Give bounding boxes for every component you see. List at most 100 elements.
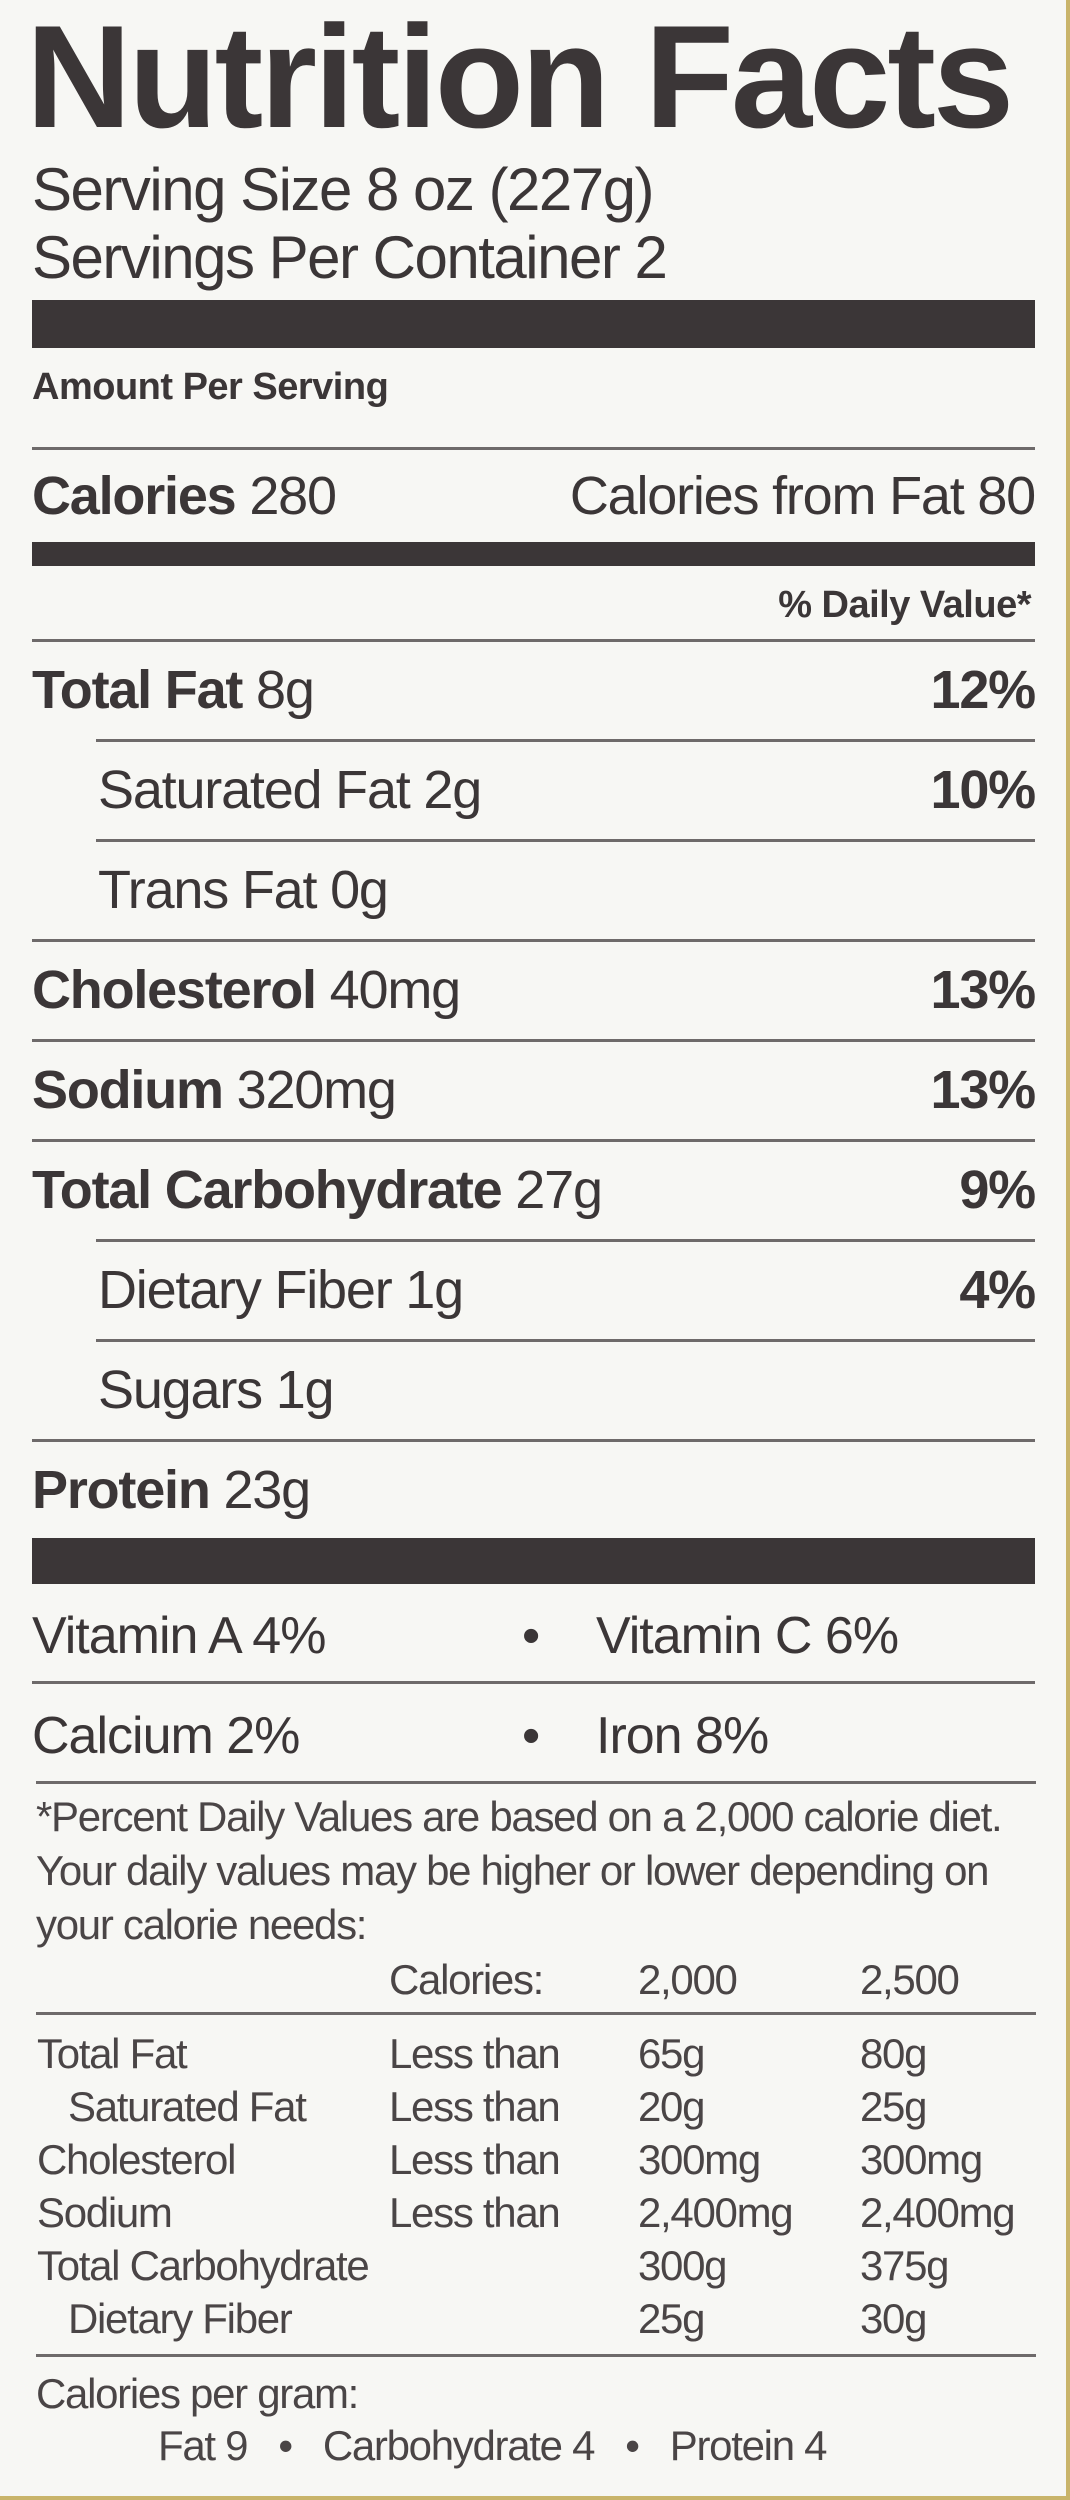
calories-from-fat: Calories from Fat 80 [569,466,1036,526]
vitamin-item: Calcium 2% [32,1707,300,1765]
reference-v2000: 300mg [638,2136,761,2183]
nutrient-row: Total Carbohydrate 27g 9% [32,1140,1036,1240]
thick-divider [32,300,1035,348]
bullet: • [522,1607,540,1665]
reference-name: Cholesterol [37,2136,236,2183]
nutrient-daily-value: 13% [930,960,1037,1020]
nutrient-row: Total Fat 8g 12% [32,640,1037,740]
reference-v2000: 25g [638,2295,705,2342]
reference-v2000: 20g [638,2083,705,2130]
nutrient-name: Sodium [32,1060,224,1120]
divider [32,447,1035,450]
medium-divider [32,542,1035,566]
divider [96,739,1035,742]
nutrient-daily-value: 13% [930,1060,1037,1120]
nutrient-amount: 27g [515,1160,603,1220]
nutrient-name: Dietary Fiber [98,1260,393,1320]
thick-divider [32,1538,1035,1584]
calories-per-gram-values: Fat 9 • Carbohydrate 4 • Protein 4 [158,2422,827,2469]
divider [96,1239,1035,1242]
nutrient-amount: 0g [330,860,389,920]
nutrient-name-amount: Total Fat 8g [32,659,315,721]
daily-value-header: % Daily Value* [778,584,1031,626]
nutrient-name-amount: Sugars 1g [98,1359,335,1421]
calories: Calories 280 [32,466,337,526]
reference-qualifier: Less than [389,2189,561,2236]
divider [96,1339,1035,1342]
reference-name: Total Carbohydrate [37,2242,370,2289]
servings-per-container: Servings Per Container 2 [32,224,668,291]
divider [32,1139,1035,1142]
nutrient-name: Total Carbohydrate [32,1160,503,1220]
nutrient-row: Saturated Fat 2g 10% [32,740,1037,840]
nutrient-row: Protein 23g [32,1440,1035,1540]
nutrient-name: Trans Fat [98,860,317,920]
reference-header-cell: 2,000 [638,1956,738,2003]
divider [36,2012,1036,2015]
reference-name: Total Fat [37,2030,188,2077]
reference-v2500: 80g [860,2030,927,2077]
bullet: • [522,1707,540,1765]
nutrient-name-amount: Saturated Fat 2g [98,759,482,821]
nutrient-daily-value: 12% [930,660,1037,720]
nutrient-amount: 1g [405,1260,464,1320]
divider [36,2354,1036,2357]
nutrient-daily-value: 10% [930,760,1037,820]
divider [32,1039,1035,1042]
reference-header-cell: Calories: [389,1956,544,2003]
divider [36,1781,1036,1784]
serving-size: Serving Size 8 oz (227g) [32,156,655,223]
nutrient-amount: 1g [275,1360,335,1420]
nutrient-amount: 8g [256,660,315,720]
nutrient-name-amount: Total Carbohydrate 27g [32,1159,603,1221]
vitamin-item: Iron 8% [596,1707,769,1765]
divider [32,1681,1035,1684]
reference-qualifier: Less than [389,2083,561,2130]
nutrient-daily-value: 9% [959,1160,1036,1220]
divider [32,639,1035,642]
nutrient-name: Total Fat [32,660,243,720]
nutrient-name-amount: Cholesterol 40mg [32,959,461,1021]
nutrient-row: Dietary Fiber 1g 4% [32,1240,1036,1340]
nutrient-row: Sugars 1g [32,1340,1035,1440]
calories-row: Calories 280 Calories from Fat 80 [32,450,1036,542]
reference-qualifier: Less than [389,2136,561,2183]
vitamin-item: Vitamin A 4% [32,1607,326,1665]
calories-per-gram-label: Calories per gram: [36,2370,359,2417]
amount-per-serving: Amount Per Serving [32,366,389,408]
reference-v2500: 300mg [860,2136,983,2183]
nutrient-amount: 23g [223,1460,311,1520]
label-title: Nutrition Facts [26,0,1014,158]
reference-v2500: 30g [860,2295,927,2342]
nutrient-name: Cholesterol [32,960,317,1020]
nutrient-name-amount: Trans Fat 0g [98,859,389,921]
reference-header-cell: 2,500 [860,1956,960,2003]
reference-qualifier: Less than [389,2030,561,2077]
vitamin-item: Vitamin C 6% [596,1607,899,1665]
reference-v2500: 2,400mg [860,2189,1016,2236]
reference-v2000: 2,400mg [638,2189,794,2236]
nutrient-name-amount: Protein 23g [32,1459,311,1521]
nutrient-name: Saturated Fat [98,760,411,820]
reference-v2000: 65g [638,2030,705,2077]
nutrient-row: Sodium 320mg 13% [32,1040,1037,1140]
reference-name: Dietary Fiber [68,2295,293,2342]
reference-v2000: 300g [638,2242,728,2289]
footnote: *Percent Daily Values are based on a 2,0… [36,1793,1003,1948]
divider [32,1439,1035,1442]
nutrient-amount: 320mg [236,1060,397,1120]
nutrient-row: Trans Fat 0g [32,840,1035,940]
nutrient-name: Protein [32,1460,211,1520]
nutrient-daily-value: 4% [959,1260,1036,1320]
reference-name: Saturated Fat [68,2083,307,2130]
divider [96,839,1035,842]
reference-name: Sodium [37,2189,173,2236]
nutrient-name-amount: Sodium 320mg [32,1059,397,1121]
reference-v2500: 375g [860,2242,950,2289]
reference-v2500: 25g [860,2083,927,2130]
nutrient-name-amount: Dietary Fiber 1g [98,1259,464,1321]
nutrient-row: Cholesterol 40mg 13% [32,940,1037,1040]
divider [32,939,1035,942]
nutrient-name: Sugars [98,1360,263,1420]
